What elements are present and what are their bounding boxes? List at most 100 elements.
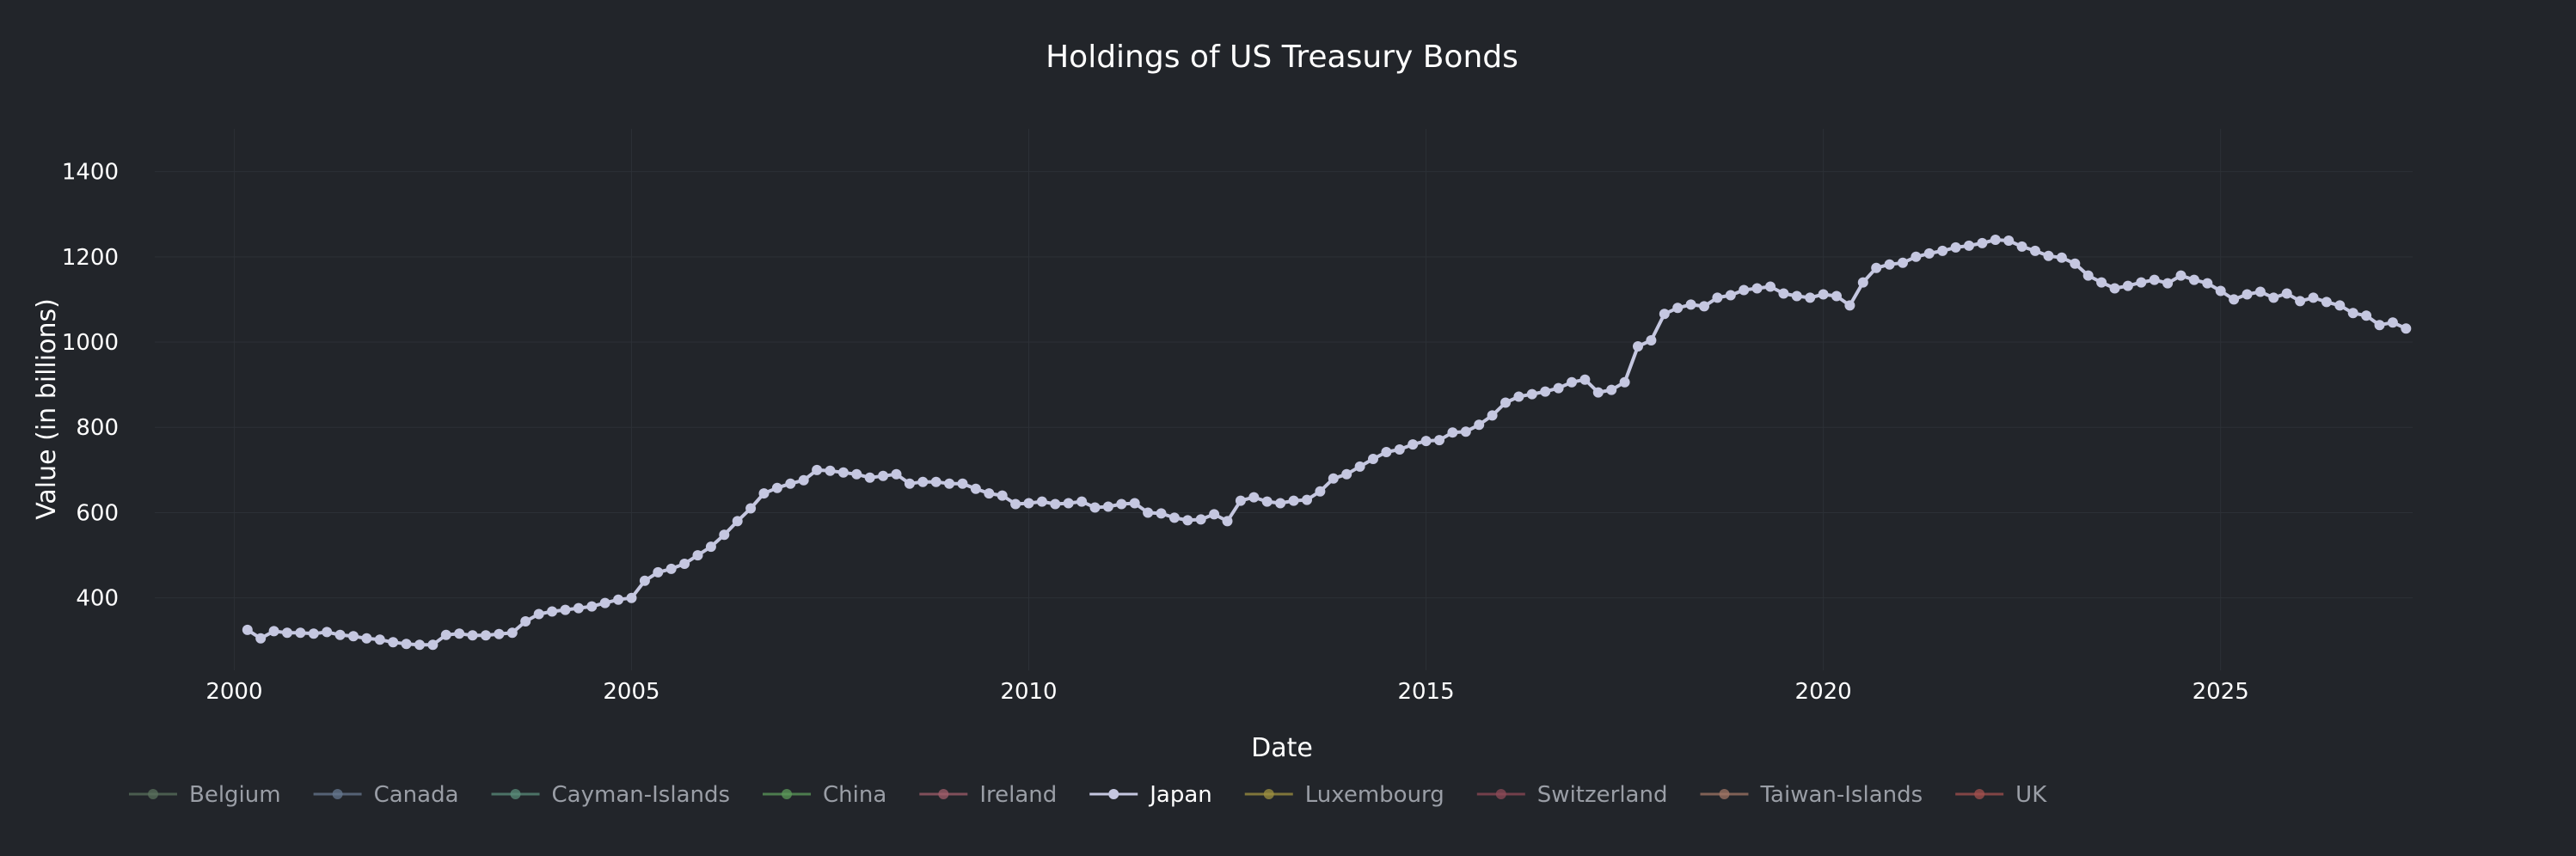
data-point[interactable] (1739, 284, 1750, 296)
data-point[interactable] (1381, 447, 1392, 457)
data-point[interactable] (1102, 501, 1113, 512)
data-point[interactable] (348, 631, 359, 642)
data-point[interactable] (2361, 310, 2372, 321)
data-point[interactable] (1751, 283, 1763, 294)
data-point[interactable] (454, 628, 465, 639)
data-point[interactable] (268, 626, 279, 637)
data-point[interactable] (1844, 300, 1855, 311)
data-point[interactable] (1487, 410, 1498, 421)
data-point[interactable] (1408, 439, 1419, 450)
data-point[interactable] (878, 470, 889, 481)
data-point[interactable] (547, 606, 558, 617)
data-point[interactable] (732, 516, 743, 527)
legend-item-luxembourg[interactable]: Luxembourg (1244, 782, 1444, 808)
data-point[interactable] (904, 478, 915, 489)
data-point[interactable] (2281, 288, 2292, 299)
data-point[interactable] (1129, 498, 1140, 509)
data-point[interactable] (1540, 386, 1551, 397)
data-point[interactable] (1474, 419, 1485, 431)
data-point[interactable] (613, 594, 624, 605)
data-point[interactable] (2334, 300, 2346, 311)
data-point[interactable] (1699, 301, 1709, 312)
data-point[interactable] (1526, 388, 1537, 400)
data-point[interactable] (825, 465, 836, 476)
data-point[interactable] (1076, 496, 1088, 507)
data-point[interactable] (1156, 508, 1167, 519)
data-point[interactable] (308, 628, 319, 639)
data-point[interactable] (1288, 495, 1299, 506)
data-point[interactable] (653, 566, 664, 578)
data-point[interactable] (1592, 387, 1604, 398)
data-point[interactable] (374, 634, 385, 645)
data-point[interactable] (361, 633, 372, 644)
data-point[interactable] (295, 627, 306, 639)
data-point[interactable] (401, 639, 412, 650)
data-point[interactable] (1791, 290, 1802, 302)
data-point[interactable] (2003, 235, 2015, 246)
data-point[interactable] (1911, 251, 1922, 262)
data-point[interactable] (1447, 427, 1458, 438)
data-point[interactable] (970, 483, 981, 494)
data-point[interactable] (1672, 303, 1684, 314)
data-point[interactable] (917, 476, 929, 487)
data-point[interactable] (851, 468, 862, 480)
data-point[interactable] (586, 601, 598, 612)
data-point[interactable] (414, 639, 425, 651)
data-point[interactable] (1659, 309, 1670, 320)
data-point[interactable] (533, 608, 544, 620)
data-point[interactable] (1553, 382, 1564, 394)
data-point[interactable] (1513, 391, 1524, 402)
data-point[interactable] (1354, 461, 1365, 472)
data-point[interactable] (282, 627, 292, 639)
data-point[interactable] (1036, 496, 1047, 507)
data-point[interactable] (2188, 274, 2199, 285)
data-point[interactable] (984, 488, 995, 499)
data-point[interactable] (2136, 277, 2147, 288)
data-point[interactable] (1977, 237, 1988, 248)
data-point[interactable] (1937, 245, 1948, 256)
data-point[interactable] (2268, 292, 2279, 303)
data-point[interactable] (1606, 384, 1617, 395)
data-point[interactable] (785, 478, 796, 489)
data-point[interactable] (2070, 258, 2081, 269)
data-point[interactable] (957, 478, 968, 489)
data-point[interactable] (1831, 290, 1842, 302)
data-point[interactable] (2374, 320, 2385, 331)
data-point[interactable] (1089, 502, 1101, 513)
data-point[interactable] (1010, 498, 1021, 510)
data-point[interactable] (930, 476, 941, 487)
data-point[interactable] (1884, 259, 1895, 270)
data-point[interactable] (891, 468, 902, 480)
data-point[interactable] (573, 602, 584, 614)
data-point[interactable] (1182, 515, 1193, 526)
data-point[interactable] (1619, 376, 1630, 388)
data-point[interactable] (944, 478, 955, 489)
legend-item-taiwan-islands[interactable]: Taiwan-Islands (1700, 782, 1923, 808)
data-point[interactable] (639, 575, 650, 586)
data-point[interactable] (1898, 257, 1908, 268)
data-point[interactable] (1315, 486, 1326, 497)
data-point[interactable] (1818, 289, 1829, 300)
data-point[interactable] (1222, 516, 1233, 527)
data-point[interactable] (1567, 376, 1577, 388)
data-point[interactable] (2229, 294, 2240, 305)
data-point[interactable] (1950, 242, 1961, 253)
data-point[interactable] (1420, 436, 1432, 447)
data-point[interactable] (679, 559, 690, 569)
data-point[interactable] (1394, 444, 1405, 455)
data-point[interactable] (864, 472, 875, 483)
data-point[interactable] (1143, 507, 1154, 518)
data-point[interactable] (2401, 323, 2412, 334)
data-point[interactable] (1633, 341, 1643, 352)
data-point[interactable] (1368, 454, 1378, 464)
data-point[interactable] (2082, 270, 2094, 281)
data-point[interactable] (812, 464, 823, 475)
data-point[interactable] (1195, 514, 1206, 525)
data-point[interactable] (2043, 250, 2054, 261)
data-point[interactable] (837, 467, 849, 478)
data-point[interactable] (1261, 496, 1273, 507)
data-point[interactable] (440, 629, 451, 640)
data-point[interactable] (242, 624, 253, 635)
data-point[interactable] (255, 633, 267, 644)
data-point[interactable] (494, 628, 505, 639)
